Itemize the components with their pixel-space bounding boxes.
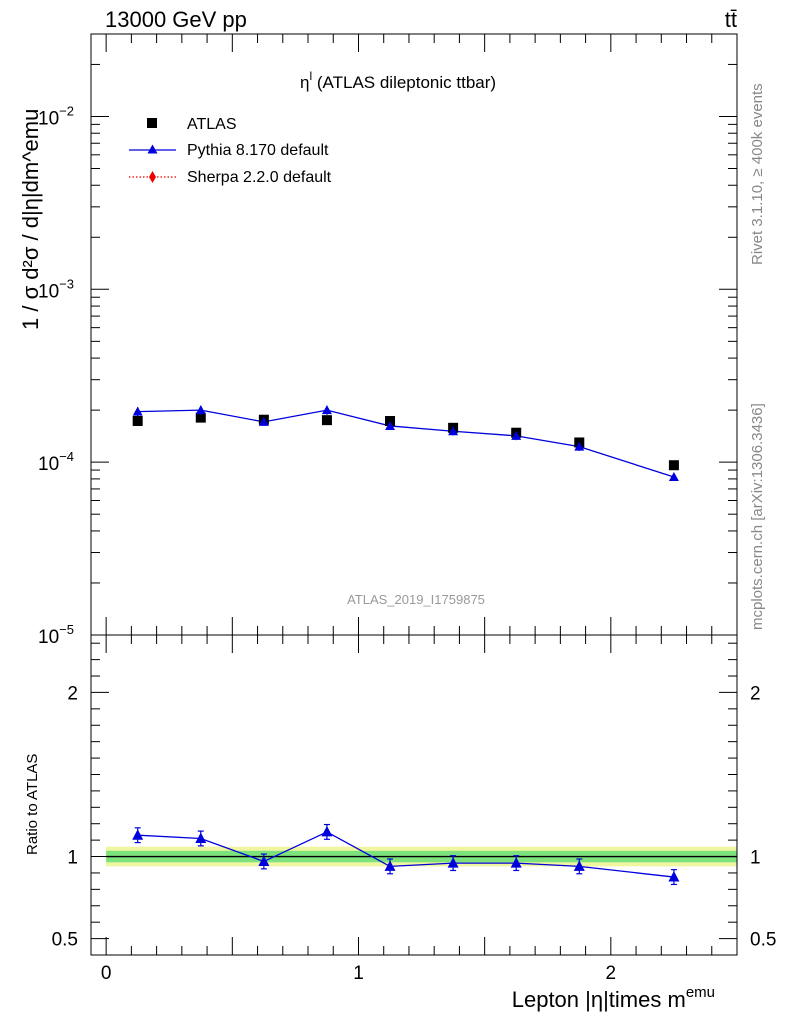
pythia-ratio-point xyxy=(447,857,459,868)
legend-atlas-marker xyxy=(147,118,157,128)
title-sup: l xyxy=(309,69,312,83)
ratio-y-axis-label: Ratio to ATLAS xyxy=(24,754,41,855)
pythia-ratio-point xyxy=(132,829,144,840)
x-axis-label-main: Lepton |η|times m xyxy=(512,987,686,1012)
pythia-data-point xyxy=(511,430,522,440)
atlas-data-point xyxy=(668,460,679,471)
pythia-ratio-point xyxy=(384,860,396,871)
legend: ATLAS Pythia 8.170 default Sherpa 2.2.0 … xyxy=(129,116,332,186)
pythia-data-point xyxy=(385,420,396,430)
pythia-data-point xyxy=(448,426,459,436)
ratio-y-tick-label-left: 0.5 xyxy=(52,930,78,951)
pythia-data-point xyxy=(321,405,332,415)
pythia-ratio-point xyxy=(510,857,522,868)
pythia-data-point xyxy=(574,441,585,451)
x-tick-label: 0 xyxy=(101,963,112,984)
x-tick-label: 1 xyxy=(353,963,364,984)
ratio-panel: 0.5 0.5 1 1 2 2 0 1 2 Ratio to ATLAS Lepton |η|t… xyxy=(24,634,777,1012)
main-y-tick-label: 10−4 xyxy=(38,449,74,475)
main-panel: 10−5 10−4 10−3 10−2 ηl (ATLAS dileptonic tt… xyxy=(18,33,738,648)
x-tick-label: 2 xyxy=(606,963,617,984)
pythia-data-point xyxy=(668,472,679,482)
main-y-tick-label: 10−3 xyxy=(38,276,74,302)
x-axis-label: Lepton |η|times memu xyxy=(512,984,715,1012)
pythia-ratio-point xyxy=(321,825,333,837)
legend-atlas-label: ATLAS xyxy=(187,116,237,133)
ratio-y-tick-label-right: 1 xyxy=(750,848,761,869)
legend-pythia-marker xyxy=(147,144,158,154)
x-axis-label-sup: emu xyxy=(686,984,715,1001)
plot-title: ηl (ATLAS dileptonic ttbar) xyxy=(300,69,496,92)
legend-entry-pythia: Pythia 8.170 default xyxy=(129,142,329,159)
ratio-uncertainty-band xyxy=(106,846,737,867)
process-label: tt̄ xyxy=(725,7,737,32)
main-series-markers xyxy=(132,405,679,482)
pythia-data-point xyxy=(132,406,143,416)
legend-entry-sherpa: Sherpa 2.2.0 default xyxy=(129,169,332,186)
ratio-y-tick-label-left: 1 xyxy=(67,848,78,869)
main-y-axis-label: 1 / σ d²σ / d|η|dm^emu xyxy=(18,109,43,330)
rivet-label: Rivet 3.1.10, ≥ 400k events xyxy=(749,83,766,265)
pythia-data-point xyxy=(258,416,269,426)
main-y-tick-labels: 10−5 10−4 10−3 10−2 xyxy=(38,103,74,648)
pythia-ratio-point xyxy=(668,871,680,882)
ratio-series-markers xyxy=(132,823,680,886)
legend-pythia-label: Pythia 8.170 default xyxy=(187,142,329,159)
ratio-tick-labels: 0.5 0.5 1 1 2 2 0 1 2 xyxy=(52,683,777,984)
mcplots-label: mcplots.cern.ch [arXiv:1306.3436] xyxy=(749,403,766,630)
legend-sherpa-marker xyxy=(149,171,156,183)
analysis-watermark: ATLAS_2019_I1759875 xyxy=(347,592,485,607)
energy-label: 13000 GeV pp xyxy=(105,7,247,32)
ratio-frame xyxy=(90,634,738,956)
legend-entry-atlas: ATLAS xyxy=(147,116,237,133)
main-series-lines xyxy=(137,409,675,478)
atlas-data-point xyxy=(195,412,206,423)
pythia-ratio-point xyxy=(258,855,270,866)
legend-sherpa-label: Sherpa 2.2.0 default xyxy=(187,169,332,186)
ratio-axis-ticks xyxy=(91,635,738,956)
atlas-data-point xyxy=(321,415,332,426)
ratio-y-tick-label-left: 2 xyxy=(67,683,78,704)
atlas-data-point xyxy=(132,416,143,427)
pythia-ratio-point xyxy=(573,860,585,871)
title-main: η xyxy=(300,73,309,92)
pythia-ratio-point xyxy=(195,832,207,843)
title-rest: (ATLAS dileptonic ttbar) xyxy=(312,73,496,92)
pythia-data-point xyxy=(195,405,206,415)
main-axis-ticks xyxy=(91,33,738,636)
ratio-y-tick-label-right: 0.5 xyxy=(750,930,776,951)
main-y-tick-label: 10−2 xyxy=(38,103,74,129)
main-y-tick-label: 10−5 xyxy=(38,622,74,648)
pythia-main-line xyxy=(137,409,675,478)
ratio-y-tick-label-right: 2 xyxy=(750,683,761,704)
